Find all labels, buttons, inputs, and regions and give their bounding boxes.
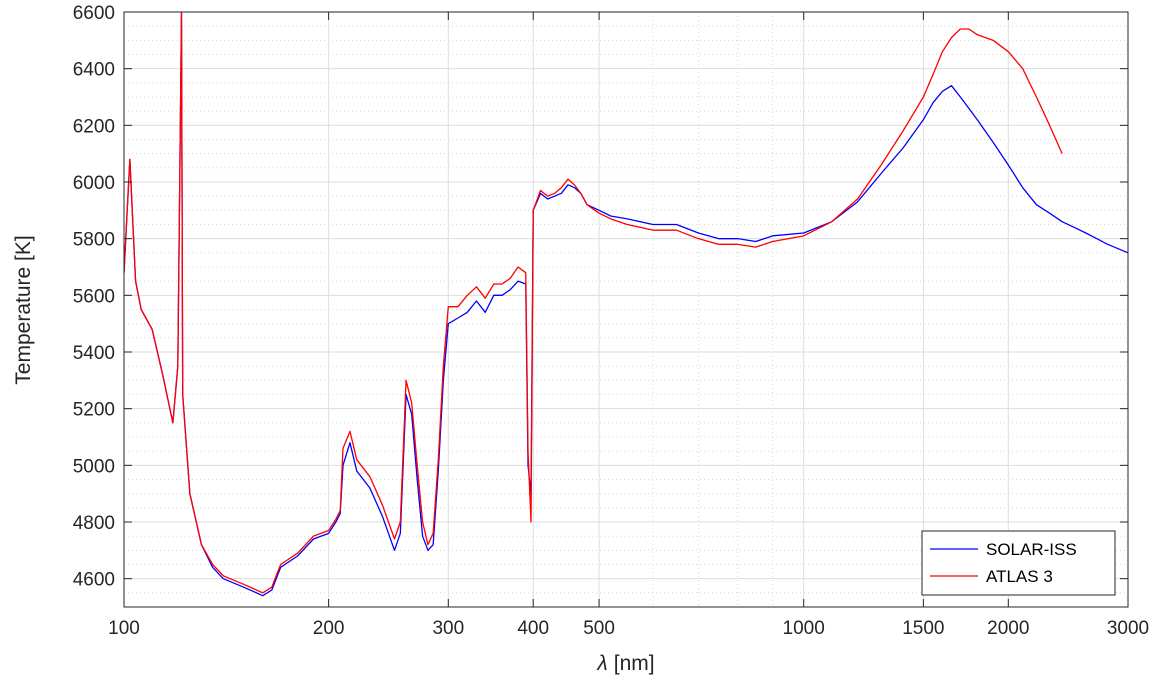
- plot-area: [124, 12, 1128, 607]
- y-tick-label: 6200: [73, 116, 115, 137]
- x-tick-label: 100: [108, 618, 140, 639]
- legend-label-solar-iss: SOLAR-ISS: [986, 540, 1077, 559]
- y-tick-label: 6000: [73, 173, 115, 194]
- y-tick-label: 5400: [73, 343, 115, 364]
- x-axis-label-symbol: λ: [596, 652, 607, 675]
- ticks-layer: [123, 11, 1129, 607]
- y-axis-label: Temperature [K]: [12, 235, 35, 384]
- y-tick-label: 4800: [73, 513, 115, 534]
- y-tick-label: 6400: [73, 60, 115, 81]
- x-tick-label: 3000: [1107, 618, 1149, 639]
- plot-frame: [123, 11, 1129, 608]
- x-tick-label: 300: [432, 618, 464, 639]
- y-tick-labels: 4600 4800 5000 5200 5400 5600 5800 6000 6200 6400…: [73, 3, 115, 591]
- x-tick-label: 400: [517, 618, 549, 639]
- legend-label-atlas-3: ATLAS 3: [986, 567, 1053, 586]
- x-tick-label: 500: [583, 618, 615, 639]
- y-tick-label: 5800: [73, 230, 115, 251]
- x-tick-label: 1000: [783, 618, 825, 639]
- legend-box: [921, 530, 1116, 596]
- x-tick-label: 200: [313, 618, 345, 639]
- y-tick-label: 4600: [73, 570, 115, 591]
- x-tick-labels: 100 200 300 400 500 1000 1500 2000 3000: [108, 618, 1149, 639]
- series-layer: [124, 12, 1128, 597]
- y-tick-label: 5200: [73, 400, 115, 421]
- x-tick-label: 2000: [987, 618, 1029, 639]
- y-tick-label: 5000: [73, 456, 115, 477]
- x-tick-label: 1500: [902, 618, 944, 639]
- x-axis-label-unit: [nm]: [614, 652, 655, 675]
- series-line-solar-iss: [124, 12, 1128, 597]
- y-tick-label: 5600: [73, 286, 115, 307]
- y-tick-label: 6600: [73, 3, 115, 24]
- series-line-atlas-3: [124, 12, 1063, 594]
- legend: SOLAR-ISS ATLAS 3: [921, 530, 1116, 596]
- x-axis-label: λ [nm]: [596, 652, 654, 675]
